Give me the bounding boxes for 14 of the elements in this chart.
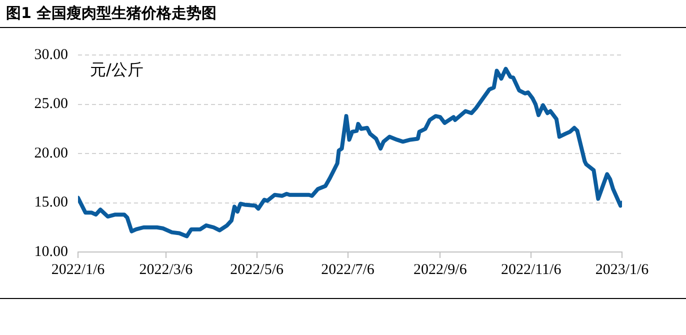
x-tick-label: 2023/1/6 — [595, 262, 650, 278]
y-tick-label: 25.00 — [34, 96, 68, 112]
x-tick-label: 2022/1/6 — [51, 262, 106, 278]
x-tick-label: 2022/5/6 — [230, 262, 284, 278]
y-tick-label: 20.00 — [34, 145, 68, 162]
y-tick-label: 10.00 — [34, 244, 68, 260]
x-tick-label: 2022/3/6 — [139, 262, 194, 278]
x-tick-label: 2022/9/6 — [414, 262, 468, 278]
y-tick-label: 30.00 — [34, 46, 68, 63]
x-tick-label: 2022/11/6 — [500, 262, 562, 278]
chart-title: 图1 全国瘦肉型生猪价格走势图 — [0, 4, 686, 28]
y-tick-label: 15.00 — [34, 194, 68, 211]
x-tick-label: 2022/7/6 — [321, 262, 375, 278]
annotation: 元/公斤 — [90, 60, 144, 80]
